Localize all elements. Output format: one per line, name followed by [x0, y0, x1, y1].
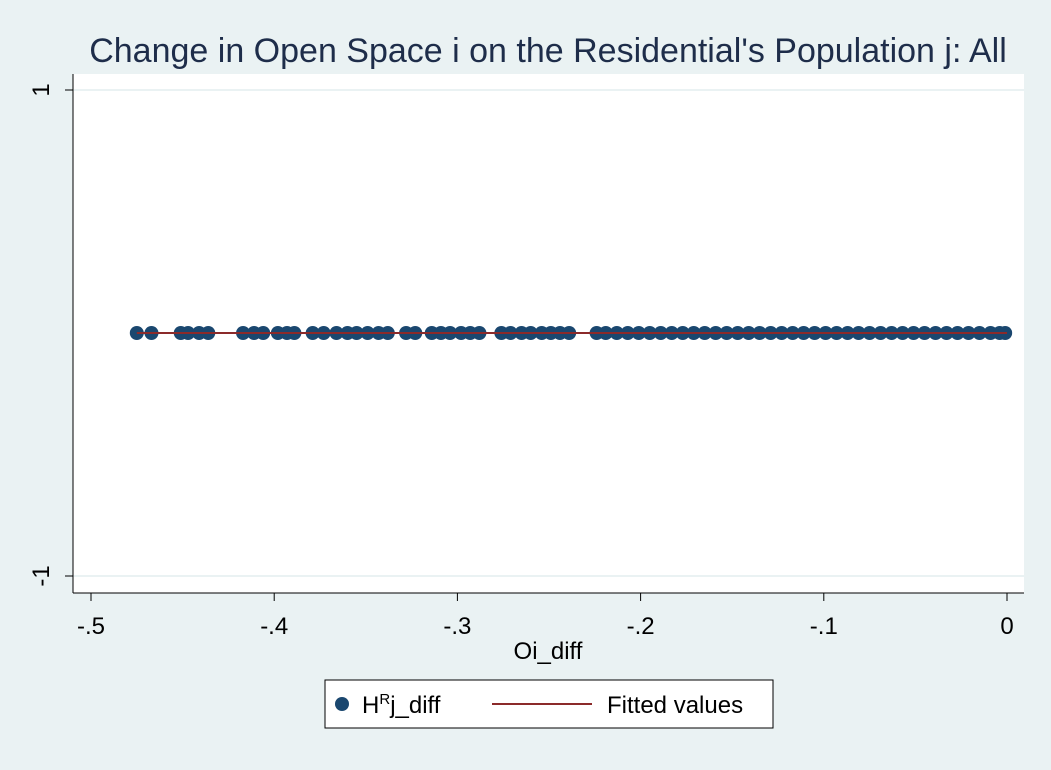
series-layer [129, 326, 1013, 340]
x-tick-label-2: -.3 [443, 613, 471, 640]
x-axis-label: Oi_diff [514, 638, 583, 665]
legend-label-series-1-sup: R [379, 691, 390, 708]
legend-label-series-1: HRj_diff [362, 691, 441, 719]
grid-lines [73, 89, 1024, 577]
y-axis: 1 -1 [28, 83, 73, 587]
x-tick-label-5: 0 [1000, 613, 1013, 640]
legend: HRj_diff Fitted values [324, 679, 774, 729]
y-tick-label-0: 1 [28, 83, 55, 96]
legend-label-series-2: Fitted values [607, 692, 743, 719]
x-axis: -.5 -.4 -.3 -.2 -.1 0 [77, 593, 1014, 640]
chart-title: Change in Open Space i on the Residentia… [89, 32, 1007, 70]
y-tick-label-1: -1 [28, 565, 55, 586]
legend-label-series-1-rest: j_diff [389, 692, 441, 719]
legend-label-series-1-main: H [362, 692, 379, 719]
x-tick-label-1: -.4 [260, 613, 288, 640]
x-tick-label-0: -.5 [77, 613, 105, 640]
x-tick-label-4: -.1 [810, 613, 838, 640]
legend-marker-series-1 [335, 697, 349, 711]
x-tick-label-3: -.2 [627, 613, 655, 640]
